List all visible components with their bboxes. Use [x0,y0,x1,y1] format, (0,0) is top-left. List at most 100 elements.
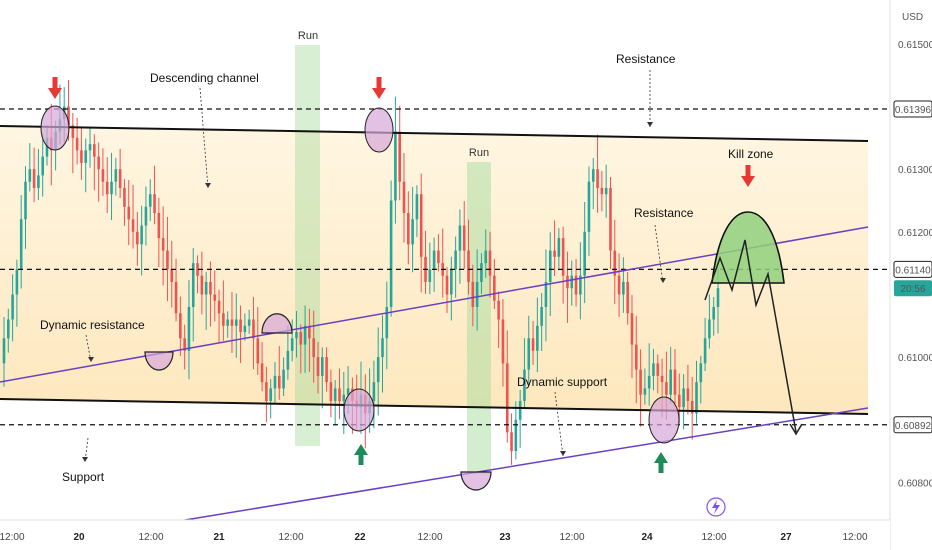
candle [419,173,423,293]
candle-body [389,200,393,307]
candle [24,166,27,249]
candle-body [157,213,161,239]
candle-body [140,225,143,245]
candle-body [243,325,247,333]
candle [32,147,36,203]
candle [97,142,100,202]
candle [127,180,131,246]
candle [609,176,612,270]
run-zone-1 [295,45,320,446]
candle [647,343,651,406]
channel-upper-line [0,125,869,142]
candle-body [626,281,629,314]
time-tick-label: 12:00 [559,532,584,543]
candle [71,112,75,174]
candle-body [497,300,500,320]
candle-body [11,294,14,320]
candle [342,371,346,435]
candle [217,289,221,344]
candle-body [617,275,621,295]
candle-body [24,181,27,220]
candle [148,179,152,221]
half-circle-top-1 [261,313,293,334]
candle [329,369,333,418]
candle [200,251,204,315]
candle [432,237,436,292]
candle-body [97,156,100,170]
candle [166,216,169,302]
candle-body [329,382,333,401]
candle [570,260,574,306]
candle-body [114,169,118,182]
candle-body [123,187,126,207]
candle-body [484,250,488,264]
candle [467,219,470,295]
candle-body [600,187,604,195]
candle-body [84,150,88,163]
red-down-arrow-1 [48,77,62,99]
candle [295,311,298,358]
candle-body [187,306,191,351]
candle-body [209,281,212,295]
callout-pointer-5 [554,391,564,457]
candle-body [148,194,152,207]
candle-body [501,319,505,364]
candle-body [613,250,617,276]
candle [682,374,685,430]
candle-body [295,332,298,339]
candle [544,249,548,342]
lightning-icon [706,497,726,517]
candle-body [2,338,6,364]
candle-body [643,388,647,395]
candle-body [105,181,109,195]
current-time-label: 20:56 [900,284,925,295]
red-down-arrow-3 [741,165,755,187]
price-axis-currency: USD [902,12,923,23]
candle-body [467,250,470,282]
candle [480,253,483,295]
candle-body [570,275,574,289]
candle-body [669,369,672,395]
candle-body [260,363,264,383]
candle-body [458,225,462,251]
annotation-run-2: Run [469,147,489,159]
time-tick-label: 12:00 [278,532,303,543]
candle [523,338,526,410]
candle [402,153,406,243]
annotation-support: Support [62,470,105,484]
candle-body [32,169,36,188]
candle-body [673,369,677,395]
candle [338,368,341,420]
candle-body [191,263,195,307]
candle [591,157,595,210]
green-up-arrow-2 [654,452,668,473]
candle-body [557,238,561,257]
candle-body [15,269,19,295]
candle [673,349,677,407]
candle [170,240,174,308]
candle-body [553,250,556,257]
candle-body [708,319,711,339]
candle [583,202,586,304]
candle [101,148,105,196]
candle [411,186,414,273]
annotation-run-1: Run [298,30,318,42]
candle-body [303,325,307,345]
price-tick-label: 0.61300 [898,165,932,176]
candle-body [75,137,79,151]
candle [105,157,109,214]
candle-body [265,382,268,401]
candle-body [381,338,384,358]
price-level-badge-1: 0.61396 [893,100,932,118]
candle-body [376,357,380,383]
candle [385,281,389,370]
candle [15,259,19,327]
annotation-dynamic-support: Dynamic support [517,375,608,389]
annotation-dynamic-resistance: Dynamic resistance [40,318,145,332]
current-price-badge: 20:56 [894,280,932,297]
candle-body [419,194,423,257]
candle-body [462,225,466,251]
